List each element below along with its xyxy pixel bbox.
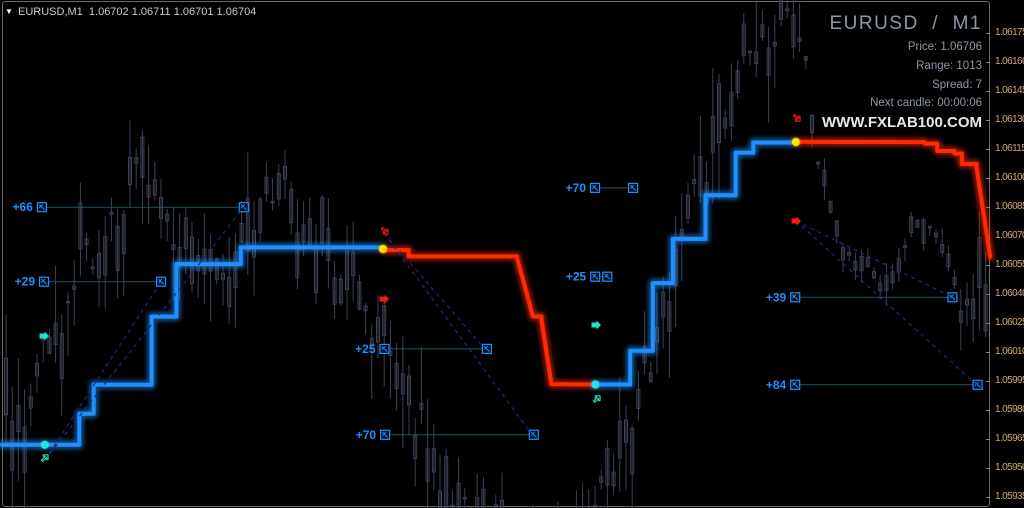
svg-text:+29: +29 bbox=[15, 275, 36, 289]
svg-text:+25: +25 bbox=[566, 270, 587, 284]
svg-text:+66: +66 bbox=[13, 200, 34, 214]
svg-text:+70: +70 bbox=[356, 428, 377, 442]
svg-text:+39: +39 bbox=[766, 290, 787, 304]
svg-text:+70: +70 bbox=[566, 181, 587, 195]
svg-text:+25: +25 bbox=[355, 342, 376, 356]
svg-text:+84: +84 bbox=[766, 378, 787, 392]
